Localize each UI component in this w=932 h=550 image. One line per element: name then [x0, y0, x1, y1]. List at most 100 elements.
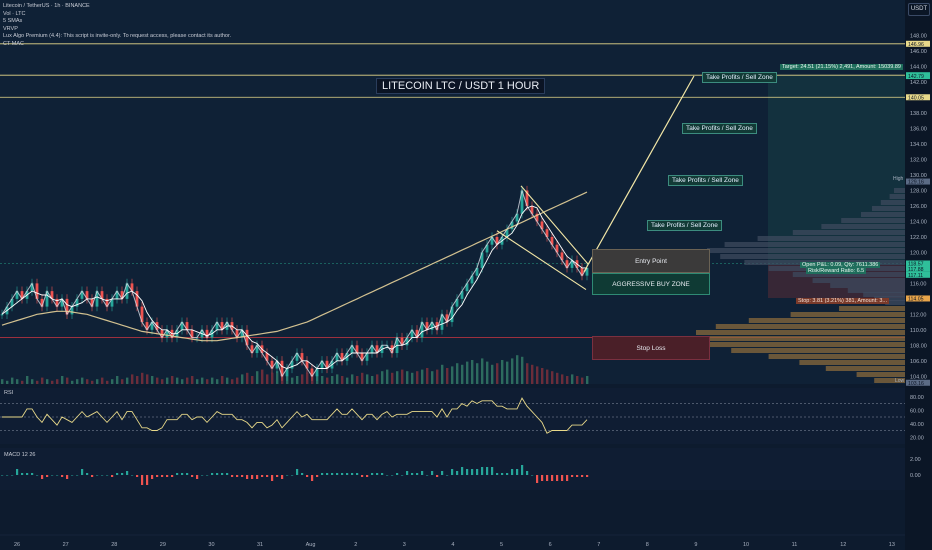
risk-reward-label: Risk/Reward Ratio: 6.5: [806, 268, 867, 274]
volume-bar: [166, 377, 169, 384]
volume-bar: [181, 379, 184, 384]
volume-bar: [361, 372, 364, 384]
macd-histogram-bar: [111, 475, 114, 477]
volume-bar: [401, 369, 404, 384]
macd-histogram-bar: [531, 475, 534, 476]
date-tick-label: 29: [160, 542, 166, 548]
macd-histogram-bar: [136, 475, 139, 477]
vrvp-bar-20: [894, 188, 905, 193]
volume-bar: [431, 371, 434, 384]
candle-body: [340, 353, 344, 361]
macd-histogram-bar: [456, 471, 459, 475]
volume-bar: [346, 377, 349, 384]
price-badge-label: 117.11: [908, 273, 923, 279]
candle-body: [30, 283, 34, 292]
macd-histogram-bar: [371, 473, 374, 475]
take-profit-label-3: Take Profits / Sell Zone: [668, 175, 743, 186]
macd-histogram-bar: [226, 473, 229, 475]
macd-histogram-bar: [221, 473, 224, 475]
vrvp-bar-30: [799, 360, 905, 365]
date-tick-label: 8: [646, 542, 649, 548]
macd-histogram-bar: [506, 473, 509, 475]
volume-bar: [261, 369, 264, 384]
vrvp-bar-24: [715, 324, 905, 329]
macd-histogram-bar: [141, 475, 144, 485]
macd-histogram-bar: [61, 475, 64, 477]
candle-body: [475, 267, 479, 276]
price-tick-label: 132.00: [910, 158, 927, 164]
vrvp-bar-11: [724, 242, 905, 247]
date-tick-label: 6: [549, 542, 552, 548]
candle-body: [110, 298, 114, 307]
macd-histogram-bar: [286, 475, 289, 476]
volume-bar: [36, 380, 39, 384]
candle-body: [490, 236, 494, 245]
candle-body: [580, 267, 584, 276]
price-tick-label: 136.00: [910, 127, 927, 133]
rsi-pane: [0, 388, 905, 444]
macd-histogram-bar: [521, 465, 524, 475]
candle-body: [445, 314, 449, 323]
macd-histogram-bar: [196, 475, 199, 479]
price-tick-label: 128.00: [910, 189, 927, 195]
macd-axis-label: 2.00: [910, 457, 921, 463]
indicator-ctmac[interactable]: CT MAC: [3, 40, 24, 47]
candle-body: [270, 360, 274, 369]
macd-histogram-bar: [311, 475, 314, 481]
indicator-vrvp[interactable]: VRVP: [3, 25, 18, 32]
macd-histogram-bar: [346, 473, 349, 475]
volume-bar: [176, 377, 179, 384]
macd-histogram-bar: [341, 473, 344, 475]
candle-body: [295, 353, 299, 361]
candle-body: [15, 291, 19, 299]
macd-histogram-bar: [66, 475, 69, 479]
macd-histogram-bar: [316, 475, 319, 477]
volume-bar: [476, 363, 479, 384]
indicator-vol[interactable]: Vol · LTC: [3, 10, 26, 17]
macd-histogram-bar: [491, 467, 494, 475]
volume-bar: [41, 377, 44, 384]
volume-bar: [106, 380, 109, 384]
macd-histogram-bar: [436, 475, 439, 477]
price-tick-label: 122.00: [910, 235, 927, 241]
date-tick-label: 5: [500, 542, 503, 548]
macd-histogram-bar: [236, 475, 239, 477]
candle-body: [540, 221, 544, 230]
price-badge-label: 118.57: [908, 262, 924, 268]
vrvp-bar-16: [861, 212, 905, 217]
candle-body: [160, 329, 164, 338]
volume-bar: [186, 377, 189, 384]
volume-bar: [211, 377, 214, 384]
indicator-smas[interactable]: 5 SMAs: [3, 18, 23, 24]
macd-histogram-bar: [276, 475, 279, 477]
candle-body: [180, 322, 184, 330]
vrvp-bar-25: [696, 330, 905, 335]
currency-button[interactable]: USDT: [908, 3, 930, 16]
candle-body: [285, 368, 289, 377]
candle-body: [325, 360, 329, 369]
macd-histogram-bar: [366, 475, 369, 477]
volume-bar: [171, 376, 174, 384]
macd-histogram-bar: [496, 473, 499, 475]
candle-body: [280, 360, 284, 377]
candle-body: [480, 252, 484, 268]
macd-histogram-bar: [206, 475, 209, 476]
volume-bar: [466, 361, 469, 384]
price-badge-label: 142.79: [908, 74, 924, 80]
price-badge: [906, 379, 930, 386]
macd-histogram-bar: [161, 475, 164, 477]
volume-bar: [206, 379, 209, 384]
volume-bar: [306, 372, 309, 384]
candle-body: [510, 221, 514, 230]
candle-body: [245, 329, 249, 346]
volume-bar: [296, 376, 299, 384]
candle-body: [410, 329, 414, 338]
candle-body: [0, 314, 4, 316]
vrvp-bar-27: [702, 342, 905, 347]
candle-body: [430, 322, 434, 330]
volume-bar: [216, 379, 219, 384]
vrvp-bar-14: [821, 224, 905, 229]
candle-body: [290, 360, 294, 369]
indicator-luxalgo[interactable]: Lux Algo Premium (4.4): This script is i…: [3, 33, 232, 39]
candle-body: [425, 322, 429, 330]
